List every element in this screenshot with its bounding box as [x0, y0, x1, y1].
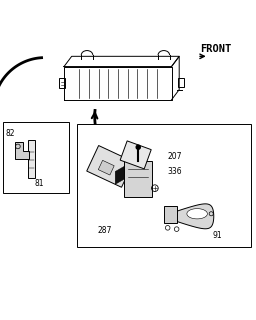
FancyBboxPatch shape [178, 78, 184, 87]
FancyBboxPatch shape [3, 122, 69, 193]
Polygon shape [164, 206, 177, 223]
Polygon shape [28, 140, 35, 178]
Polygon shape [87, 146, 133, 187]
Polygon shape [187, 209, 207, 219]
FancyBboxPatch shape [77, 124, 251, 247]
Polygon shape [120, 141, 151, 169]
Text: FRONT: FRONT [200, 44, 231, 54]
Text: 91: 91 [212, 231, 222, 240]
Circle shape [136, 145, 140, 149]
Text: 287: 287 [97, 226, 112, 235]
Polygon shape [115, 166, 124, 184]
Polygon shape [15, 142, 29, 159]
FancyBboxPatch shape [59, 78, 65, 88]
Text: 336: 336 [168, 167, 182, 176]
FancyBboxPatch shape [124, 161, 152, 197]
Text: 82: 82 [5, 129, 15, 138]
Text: 81: 81 [35, 179, 45, 188]
Text: 207: 207 [168, 152, 182, 161]
Polygon shape [168, 204, 214, 229]
Polygon shape [98, 160, 114, 175]
